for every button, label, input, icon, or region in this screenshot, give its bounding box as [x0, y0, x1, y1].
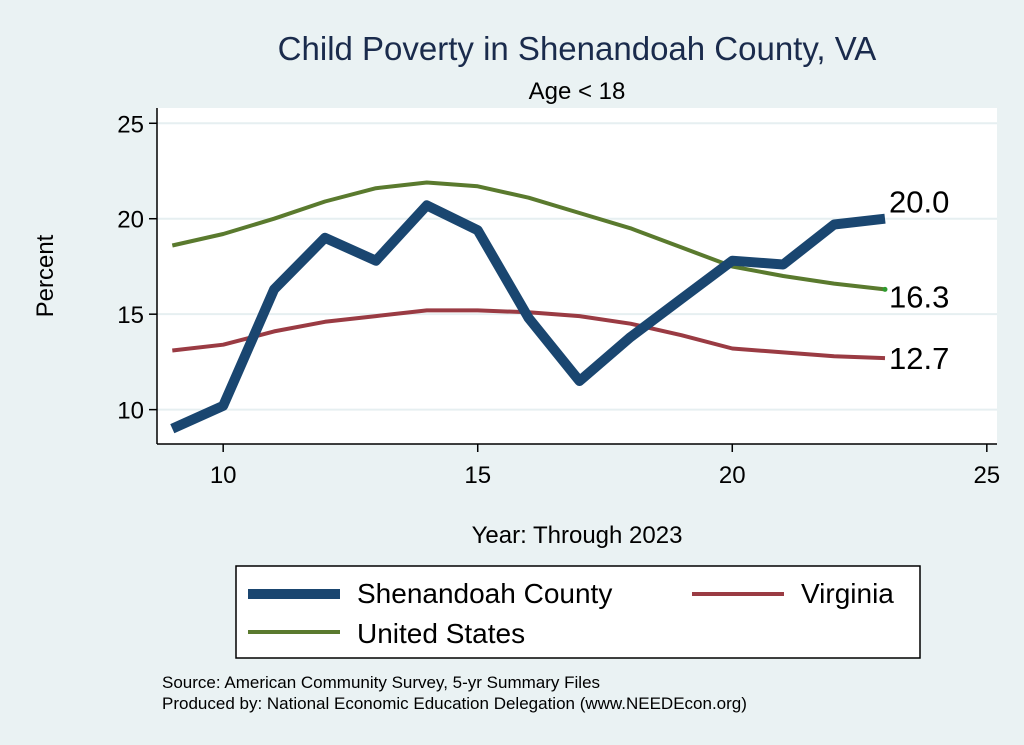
end-value-label: 20.0 — [889, 185, 949, 220]
end-value-label: 16.3 — [889, 279, 949, 314]
y-tick-label: 15 — [117, 302, 144, 329]
legend: Shenandoah County Virginia United States — [248, 578, 894, 649]
end-value-label: 12.7 — [889, 341, 949, 376]
chart-subtitle: Age < 18 — [529, 78, 626, 105]
series-line — [170, 200, 886, 434]
legend-label: Shenandoah County — [357, 578, 612, 609]
series-endpoint-marker — [882, 286, 888, 292]
chart-title: Child Poverty in Shenandoah County, VA — [278, 30, 877, 67]
plot-area — [157, 108, 997, 444]
y-tick-label: 10 — [117, 398, 144, 425]
x-tick-label: 10 — [210, 462, 237, 489]
y-tick-label: 20 — [117, 207, 144, 234]
legend-box — [235, 565, 921, 659]
y-axis-label: Percent — [32, 234, 59, 317]
x-tick-label: 15 — [464, 462, 491, 489]
x-tick-label: 25 — [973, 462, 1000, 489]
source-note: Source: American Community Survey, 5-yr … — [162, 673, 600, 692]
series-lines — [170, 180, 888, 434]
produced-by-note: Produced by: National Economic Education… — [162, 694, 747, 713]
x-axis-label: Year: Through 2023 — [472, 522, 683, 549]
series-line — [171, 180, 886, 292]
end-value-labels: 20.0 12.7 16.3 — [889, 185, 949, 376]
x-tick-label: 20 — [719, 462, 746, 489]
axes: 10 15 20 25 10 15 20 25 — [117, 108, 1000, 489]
y-tick-label: 25 — [117, 111, 144, 138]
legend-label: United States — [357, 618, 525, 649]
legend-label: Virginia — [801, 578, 894, 609]
